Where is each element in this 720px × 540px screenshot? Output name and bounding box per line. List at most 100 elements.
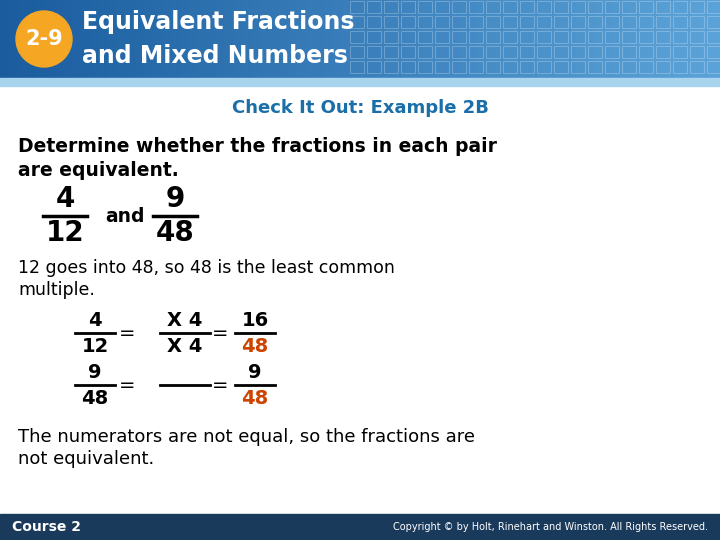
Bar: [666, 0, 676, 78]
Bar: [513, 0, 523, 78]
Bar: [594, 0, 604, 78]
Bar: [504, 0, 514, 78]
Text: 4: 4: [88, 310, 102, 329]
Bar: [351, 0, 361, 78]
Bar: [537, 61, 551, 73]
Text: Determine whether the fractions in each pair: Determine whether the fractions in each …: [18, 137, 497, 156]
Bar: [171, 0, 181, 78]
Text: Equivalent Fractions: Equivalent Fractions: [82, 10, 354, 34]
Bar: [630, 0, 640, 78]
Bar: [9, 0, 19, 78]
Bar: [622, 16, 636, 28]
Text: Course 2: Course 2: [12, 520, 81, 534]
Bar: [690, 16, 704, 28]
Bar: [117, 0, 127, 78]
Bar: [503, 61, 517, 73]
Bar: [384, 16, 398, 28]
Bar: [18, 0, 28, 78]
Bar: [350, 1, 364, 13]
Bar: [554, 61, 568, 73]
Bar: [673, 1, 687, 13]
Text: =: =: [119, 375, 135, 395]
Bar: [648, 0, 658, 78]
Bar: [126, 0, 136, 78]
Bar: [673, 31, 687, 43]
Bar: [588, 31, 602, 43]
Text: =: =: [212, 323, 228, 342]
Bar: [554, 1, 568, 13]
Bar: [711, 0, 720, 78]
Text: X 4: X 4: [167, 336, 203, 355]
Bar: [554, 46, 568, 58]
Bar: [367, 16, 381, 28]
Bar: [396, 0, 406, 78]
Text: The numerators are not equal, so the fractions are: The numerators are not equal, so the fra…: [18, 428, 475, 446]
Bar: [469, 61, 483, 73]
Bar: [690, 31, 704, 43]
Text: Copyright © by Holt, Rinehart and Winston. All Rights Reserved.: Copyright © by Holt, Rinehart and Winsto…: [393, 522, 708, 532]
Bar: [673, 46, 687, 58]
Bar: [207, 0, 217, 78]
Bar: [350, 31, 364, 43]
Bar: [537, 16, 551, 28]
Bar: [414, 0, 424, 78]
Bar: [503, 46, 517, 58]
Bar: [367, 1, 381, 13]
Bar: [549, 0, 559, 78]
Bar: [432, 0, 442, 78]
Bar: [684, 0, 694, 78]
Bar: [522, 0, 532, 78]
Bar: [673, 16, 687, 28]
Bar: [288, 0, 298, 78]
Bar: [503, 1, 517, 13]
Bar: [605, 16, 619, 28]
Bar: [520, 46, 534, 58]
Bar: [36, 0, 46, 78]
Bar: [401, 46, 415, 58]
Bar: [81, 0, 91, 78]
Bar: [639, 61, 653, 73]
Bar: [621, 0, 631, 78]
Bar: [279, 0, 289, 78]
Bar: [452, 46, 466, 58]
Bar: [435, 1, 449, 13]
Bar: [153, 0, 163, 78]
Text: 12: 12: [81, 336, 109, 355]
Bar: [90, 0, 100, 78]
Bar: [537, 1, 551, 13]
Bar: [369, 0, 379, 78]
Text: 4: 4: [55, 185, 75, 213]
Bar: [27, 0, 37, 78]
Bar: [315, 0, 325, 78]
Bar: [656, 31, 670, 43]
Bar: [588, 16, 602, 28]
Bar: [520, 31, 534, 43]
Bar: [656, 61, 670, 73]
Bar: [537, 46, 551, 58]
Bar: [707, 31, 720, 43]
Bar: [469, 16, 483, 28]
Bar: [571, 61, 585, 73]
Bar: [503, 16, 517, 28]
Text: 48: 48: [81, 388, 109, 408]
Bar: [639, 31, 653, 43]
Bar: [656, 46, 670, 58]
Bar: [675, 0, 685, 78]
Bar: [639, 1, 653, 13]
Bar: [401, 1, 415, 13]
Bar: [261, 0, 271, 78]
Text: and Mixed Numbers: and Mixed Numbers: [82, 44, 348, 68]
Bar: [401, 16, 415, 28]
Bar: [216, 0, 226, 78]
Bar: [469, 46, 483, 58]
Bar: [418, 1, 432, 13]
Bar: [612, 0, 622, 78]
Bar: [418, 46, 432, 58]
Bar: [469, 31, 483, 43]
Bar: [418, 31, 432, 43]
Bar: [452, 16, 466, 28]
Bar: [693, 0, 703, 78]
Bar: [435, 31, 449, 43]
Bar: [333, 0, 343, 78]
Bar: [54, 0, 64, 78]
